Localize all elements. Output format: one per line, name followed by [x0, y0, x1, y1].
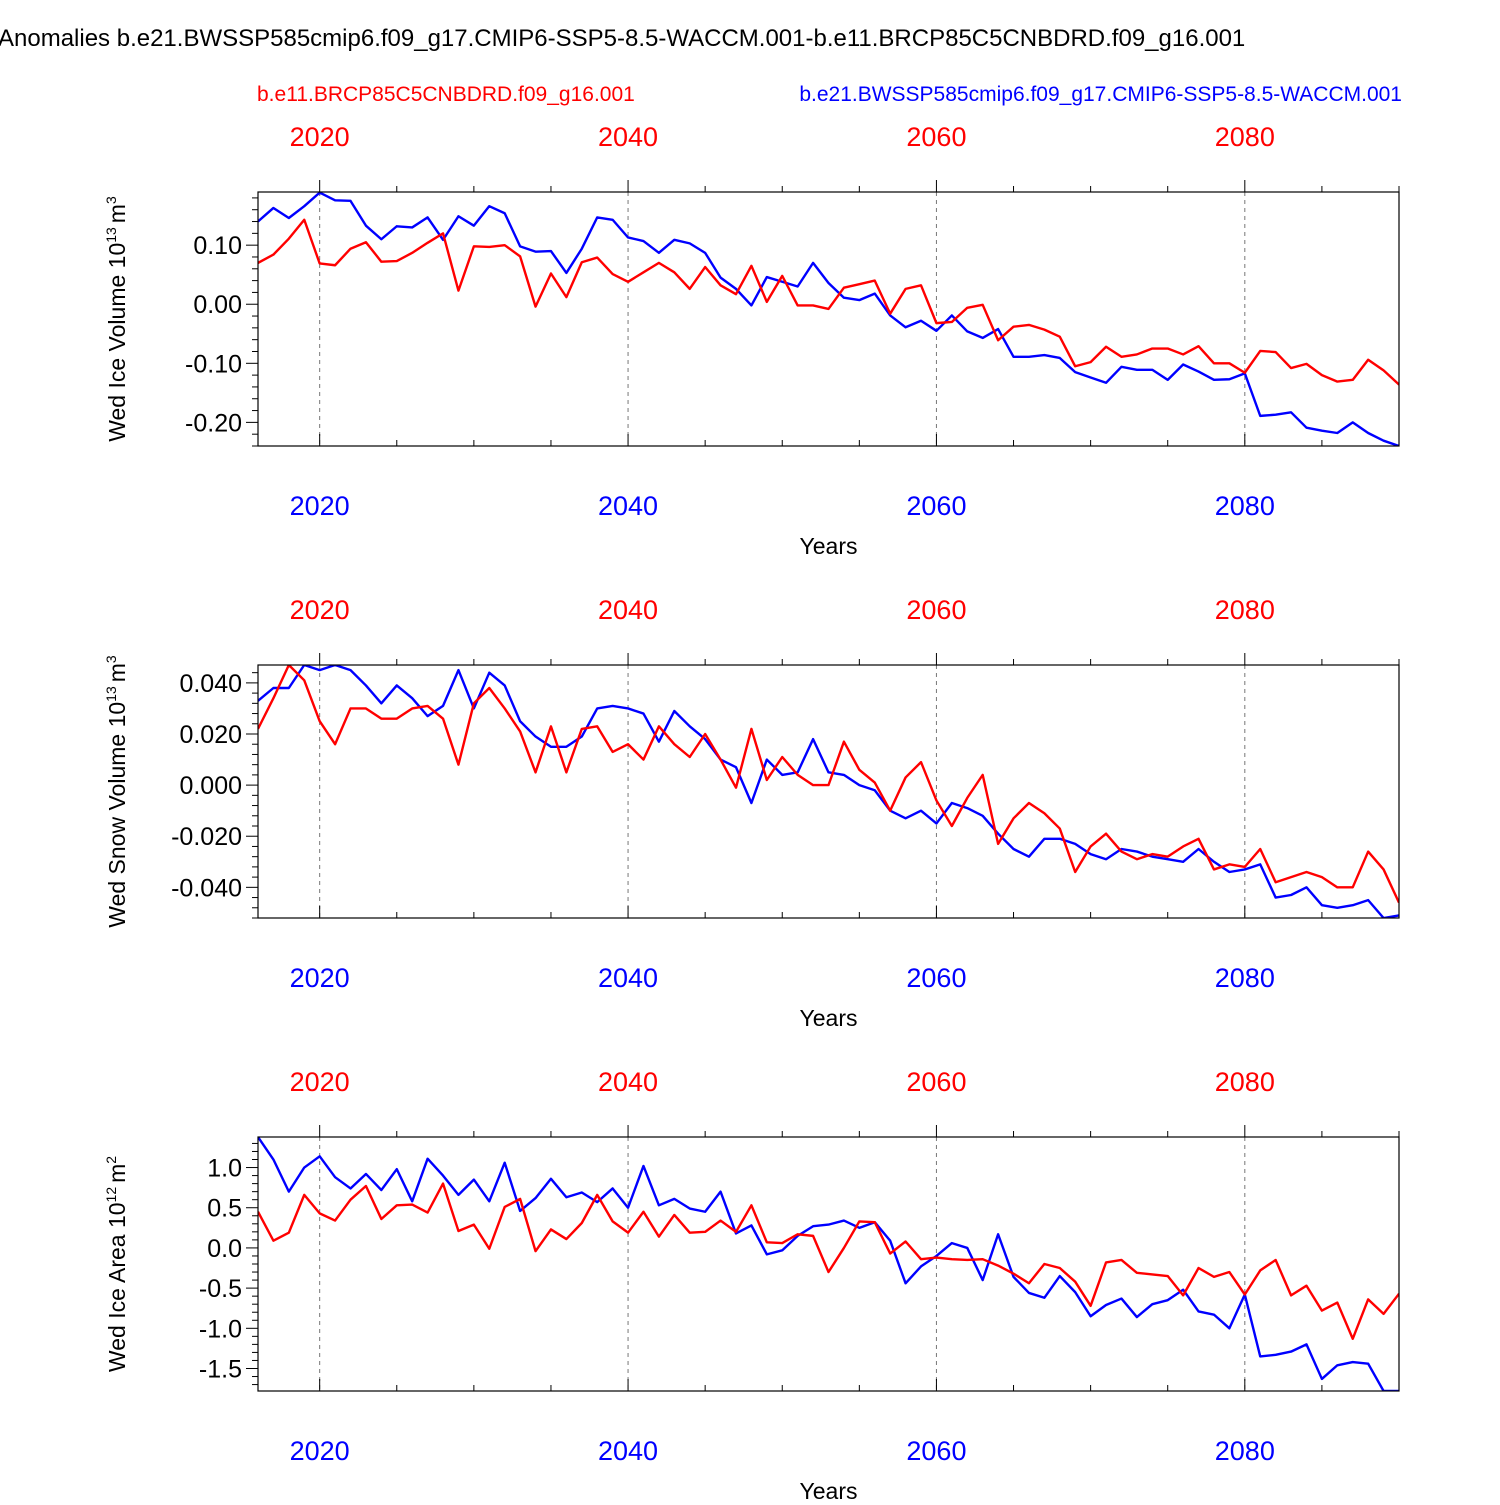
y-axis-label: Wed Ice Area 1012 m2: [103, 1156, 130, 1372]
y-axis-label-unit: m: [104, 663, 130, 682]
y-axis-label-text: Wed Ice Volume 10: [104, 243, 130, 442]
y-tick-label: -0.10: [185, 350, 242, 378]
y-tick-label: 0.10: [193, 232, 242, 260]
series-line-red: [258, 218, 1399, 386]
y-tick-label: 0.0: [207, 1235, 242, 1263]
series-line-blue: [258, 665, 1399, 918]
y-axis-label-unit: m: [104, 1164, 130, 1183]
x-tick-label-bottom: 2020: [290, 491, 350, 521]
x-tick-label-top: 2080: [1215, 122, 1275, 152]
x-tick-label-top: 2040: [598, 595, 658, 625]
x-tick-label-top: 2020: [290, 122, 350, 152]
x-tick-label-bottom: 2080: [1215, 963, 1275, 993]
x-axis-label: Years: [800, 533, 858, 559]
y-axis-label-exp: 13: [103, 686, 119, 702]
series-line-blue: [258, 1137, 1399, 1391]
y-tick-label: 0.020: [179, 721, 242, 749]
y-axis-label: Wed Snow Volume 1013 m3: [103, 655, 130, 928]
y-tick-label: 0.5: [207, 1195, 242, 1223]
x-tick-label-bottom: 2040: [598, 1436, 658, 1466]
x-tick-label-top: 2040: [598, 1067, 658, 1097]
panel-3: 1.0 0.5 0.0 -0.5 -1.0 -1.5 2020 2020 2040 2040 206…: [103, 1067, 1400, 1504]
plot-frame: [257, 1136, 1400, 1392]
x-tick-label-bottom: 2060: [906, 963, 966, 993]
x-axis-label: Years: [800, 1005, 858, 1031]
y-axis-label-unit-exp: 3: [103, 196, 119, 204]
x-tick-label-bottom: 2020: [290, 1436, 350, 1466]
x-tick-label-bottom: 2060: [906, 491, 966, 521]
y-axis-label-text: Wed Snow Volume 10: [104, 702, 130, 928]
y-axis-label-unit: m: [104, 204, 130, 223]
y-tick-label: -0.5: [199, 1275, 242, 1303]
panel-1: 0.10 0.00 -0.10 -0.20 2020 2020 2040 2040 2060 20…: [103, 122, 1400, 559]
x-tick-label-bottom: 2020: [290, 963, 350, 993]
x-tick-label-bottom: 2040: [598, 963, 658, 993]
x-axis-label: Years: [800, 1478, 858, 1500]
x-tick-label-top: 2020: [290, 1067, 350, 1097]
y-axis-label-exp: 12: [103, 1187, 119, 1203]
x-tick-label-top: 2020: [290, 595, 350, 625]
y-tick-label: 1.0: [207, 1155, 242, 1183]
series-line-red: [258, 1182, 1399, 1340]
x-tick-label-bottom: 2080: [1215, 491, 1275, 521]
x-tick-label-bottom: 2080: [1215, 1436, 1275, 1466]
plot-frame: [257, 664, 1400, 919]
y-axis-label-exp: 13: [103, 227, 119, 243]
y-tick-label: -0.040: [171, 874, 242, 902]
x-tick-label-top: 2080: [1215, 595, 1275, 625]
x-tick-label-top: 2060: [906, 122, 966, 152]
y-tick-label: -0.20: [185, 409, 242, 437]
x-tick-label-top: 2060: [906, 595, 966, 625]
x-tick-label-top: 2060: [906, 1067, 966, 1097]
y-tick-label: 0.000: [179, 772, 242, 800]
legend-blue-label: b.e21.BWSSP585cmip6.f09_g17.CMIP6-SSP5-8…: [799, 83, 1402, 106]
y-tick-label: -1.0: [199, 1315, 242, 1343]
x-tick-label-top: 2040: [598, 122, 658, 152]
x-tick-label-bottom: 2060: [906, 1436, 966, 1466]
figure-title: Anomalies b.e21.BWSSP585cmip6.f09_g17.CM…: [0, 25, 1245, 52]
series-line-red: [258, 665, 1399, 904]
y-axis-label-unit-exp: 2: [103, 1156, 119, 1164]
y-tick-label: 0.040: [179, 670, 242, 698]
panels: 0.100.00-0.10-0.202020202020402040206020…: [103, 122, 1400, 1504]
y-axis-label-unit-exp: 3: [103, 655, 119, 663]
y-tick-label: -0.020: [171, 823, 242, 851]
x-tick-label-bottom: 2040: [598, 491, 658, 521]
y-axis-label: Wed Ice Volume 1013 m3: [103, 196, 130, 442]
legend-red-label: b.e11.BRCP85C5CNBDRD.f09_g16.001: [257, 83, 635, 106]
y-tick-label: -1.5: [199, 1355, 242, 1383]
panel-2: 0.040 0.020 0.000 -0.020 -0.040 2020 2020 2040 2…: [103, 595, 1400, 1031]
x-tick-label-top: 2080: [1215, 1067, 1275, 1097]
y-axis-label-text: Wed Ice Area 10: [104, 1202, 130, 1372]
series-line-blue: [258, 192, 1399, 446]
y-tick-label: 0.00: [193, 291, 242, 319]
plot-frame: [257, 191, 1400, 447]
